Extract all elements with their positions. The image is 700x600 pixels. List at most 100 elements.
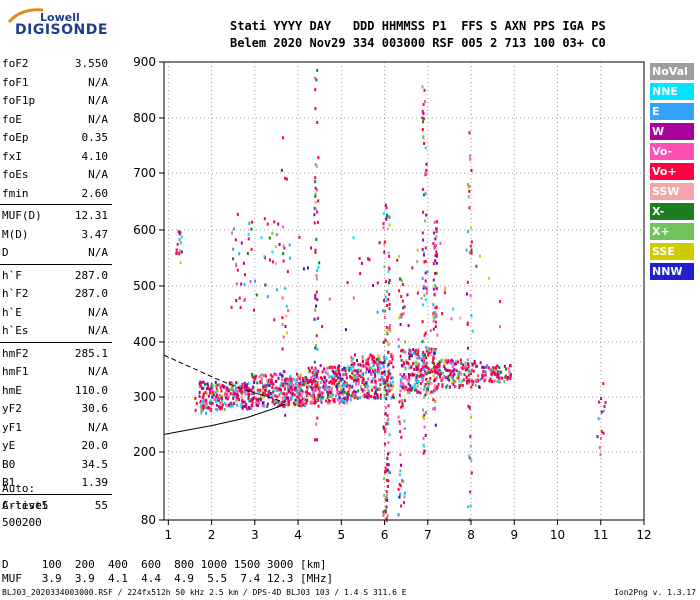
echo-point (314, 88, 317, 92)
echo-point (416, 391, 418, 394)
echo-point (178, 252, 181, 256)
echo-point (328, 385, 331, 389)
echo-point (376, 357, 379, 361)
param-name: foF1 (2, 75, 29, 89)
echo-point (340, 388, 342, 392)
echo-point (269, 382, 272, 386)
echo-point (273, 388, 276, 392)
echo-point (367, 363, 370, 367)
echo-point (424, 353, 427, 357)
echo-point (262, 404, 265, 407)
echo-point (307, 381, 310, 384)
echo-point (268, 389, 271, 393)
echo-point (313, 378, 316, 382)
echo-point (413, 361, 416, 365)
echo-point (383, 299, 385, 302)
echo-point (303, 380, 306, 384)
echo-point (244, 390, 246, 394)
echo-point (433, 407, 436, 411)
echo-point (225, 394, 228, 398)
echo-point (390, 354, 393, 358)
echo-point (266, 404, 269, 408)
echo-point (236, 212, 239, 216)
echo-point (496, 370, 499, 374)
echo-point (436, 386, 439, 390)
echo-point (299, 400, 302, 404)
echo-point (272, 373, 275, 377)
echo-point (334, 371, 336, 375)
echo-point (295, 381, 298, 385)
echo-point (295, 382, 297, 386)
echo-point (258, 401, 261, 405)
echo-point (371, 354, 374, 358)
echo-point (359, 369, 362, 373)
echo-point (315, 304, 317, 308)
echo-point (363, 393, 366, 397)
param-row: fxI 4.10 (0, 148, 112, 167)
echo-point (304, 398, 307, 402)
echo-point (231, 382, 234, 386)
echo-point (263, 385, 266, 388)
echo-point (424, 411, 427, 414)
echo-point (419, 356, 422, 360)
echo-point (303, 382, 306, 386)
echo-point (277, 222, 280, 226)
echo-point (271, 231, 274, 235)
echo-point (470, 168, 473, 172)
echo-point (371, 354, 374, 358)
param-name: foEp (2, 131, 29, 144)
echo-point (244, 298, 246, 301)
echo-point (408, 356, 411, 359)
echo-point (311, 393, 314, 397)
echo-point (296, 373, 299, 377)
echo-point (435, 370, 438, 374)
echo-point (240, 395, 243, 399)
echo-point (467, 404, 470, 408)
echo-point (338, 369, 341, 373)
echo-point (314, 200, 317, 204)
echo-point (490, 369, 493, 373)
echo-point (422, 117, 425, 121)
echo-point (254, 377, 257, 381)
echo-point (306, 391, 309, 395)
echo-point (202, 386, 205, 390)
echo-point (370, 366, 373, 370)
echo-point (353, 362, 356, 366)
echo-point (422, 367, 425, 371)
echo-point (467, 346, 469, 350)
echo-point (290, 397, 293, 401)
echo-point (328, 387, 331, 391)
echo-point (211, 388, 214, 391)
echo-point (385, 206, 388, 210)
echo-point (213, 398, 216, 401)
echo-point (385, 422, 388, 426)
echo-point (234, 383, 237, 387)
echo-point (316, 347, 319, 351)
echo-point (372, 356, 375, 359)
echo-point (282, 259, 285, 263)
echo-point (388, 383, 391, 387)
echo-point (314, 194, 317, 198)
echo-point (471, 364, 474, 368)
echo-point (276, 405, 279, 409)
echo-point (287, 385, 290, 389)
echo-point (271, 392, 274, 396)
echo-point (262, 401, 265, 404)
echo-point (386, 457, 389, 461)
echo-point (328, 381, 331, 384)
echo-point (280, 390, 283, 394)
echo-point (434, 371, 437, 375)
echo-point (285, 314, 288, 318)
echo-point (286, 382, 289, 386)
echo-point (427, 351, 430, 355)
echo-point (256, 399, 259, 403)
echo-point (401, 299, 404, 303)
echo-point (465, 376, 468, 379)
echo-point (308, 392, 311, 396)
echo-point (423, 359, 425, 363)
echo-point (362, 377, 365, 381)
echo-point (463, 373, 466, 377)
echo-point (199, 401, 202, 405)
echo-point (324, 382, 327, 386)
echo-point (235, 388, 238, 392)
